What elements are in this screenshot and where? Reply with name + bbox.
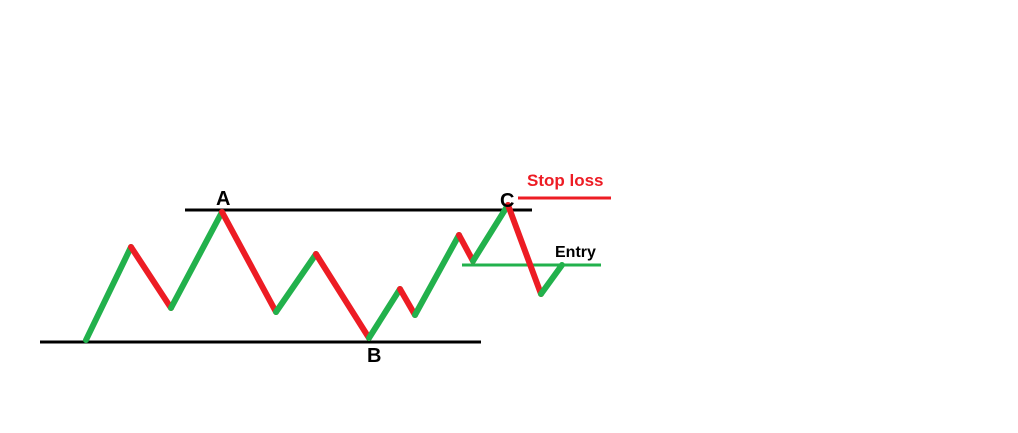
point-b-label: B [367,345,381,367]
price-path [83,202,565,343]
price-segment-up [273,251,319,315]
price-segment-up [366,286,403,341]
point-a-label: A [216,188,230,210]
price-segment-down [505,202,544,297]
point-c-label: C [500,190,514,212]
entry-label: Entry [555,244,596,261]
price-segment-down [128,244,174,311]
price-segment-up [412,232,462,318]
price-segment-down [397,286,418,318]
price-segment-up [470,202,511,264]
price-segment-up [168,209,225,311]
stop-loss-label: Stop loss [527,171,604,190]
price-segment-down [219,209,279,315]
price-segment-down [456,232,476,264]
price-segment-up [538,262,565,297]
price-segment-down [313,251,372,341]
price-segment-up [83,244,134,343]
